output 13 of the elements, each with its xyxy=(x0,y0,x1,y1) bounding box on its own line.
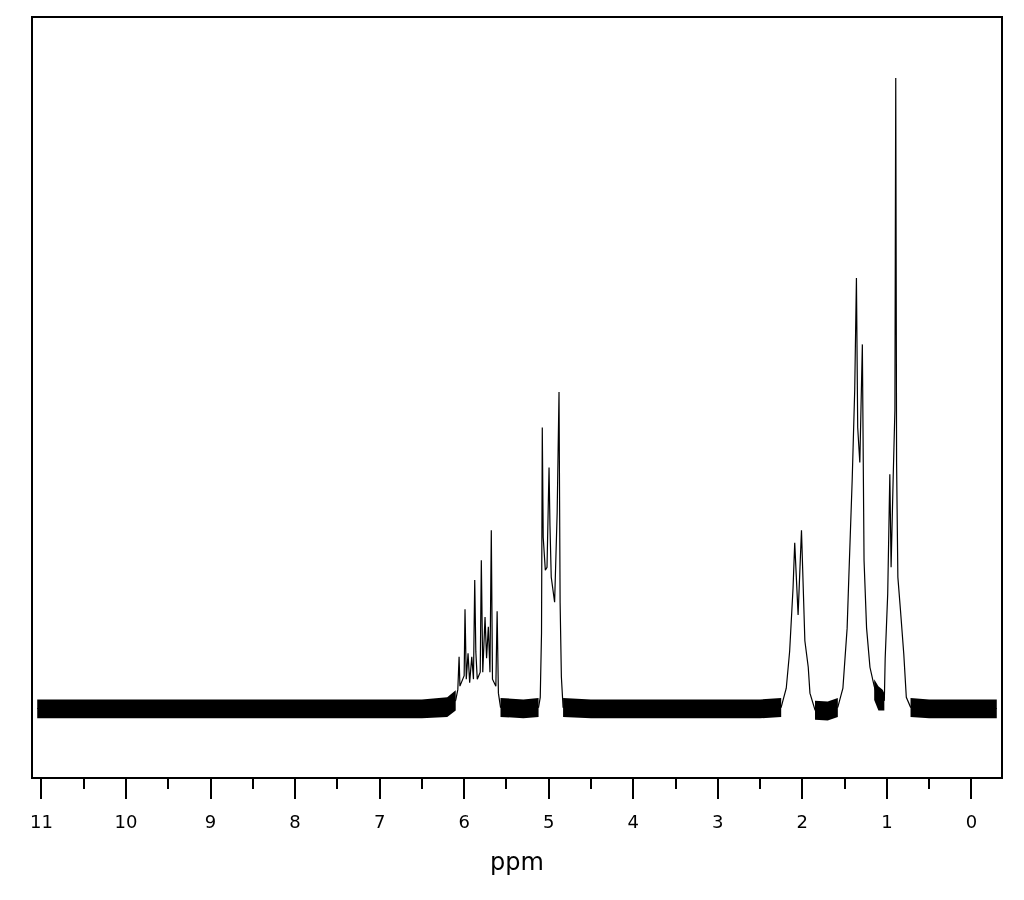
x-tick-label: 8 xyxy=(289,811,301,833)
x-tick-label: 6 xyxy=(458,811,470,833)
x-tick-label: 7 xyxy=(373,811,386,833)
x-tick-label: 3 xyxy=(712,811,724,833)
x-axis-title: ppm xyxy=(490,848,544,877)
x-tick-label: 5 xyxy=(542,811,555,833)
x-tick-label: 0 xyxy=(965,811,978,833)
x-tick-label: 1 xyxy=(881,811,893,833)
x-tick-label: 9 xyxy=(204,811,217,833)
x-tick-label: 2 xyxy=(796,811,809,833)
x-tick-label: 11 xyxy=(30,811,53,833)
x-tick-label: 10 xyxy=(114,811,138,833)
x-tick-label: 4 xyxy=(627,811,639,833)
